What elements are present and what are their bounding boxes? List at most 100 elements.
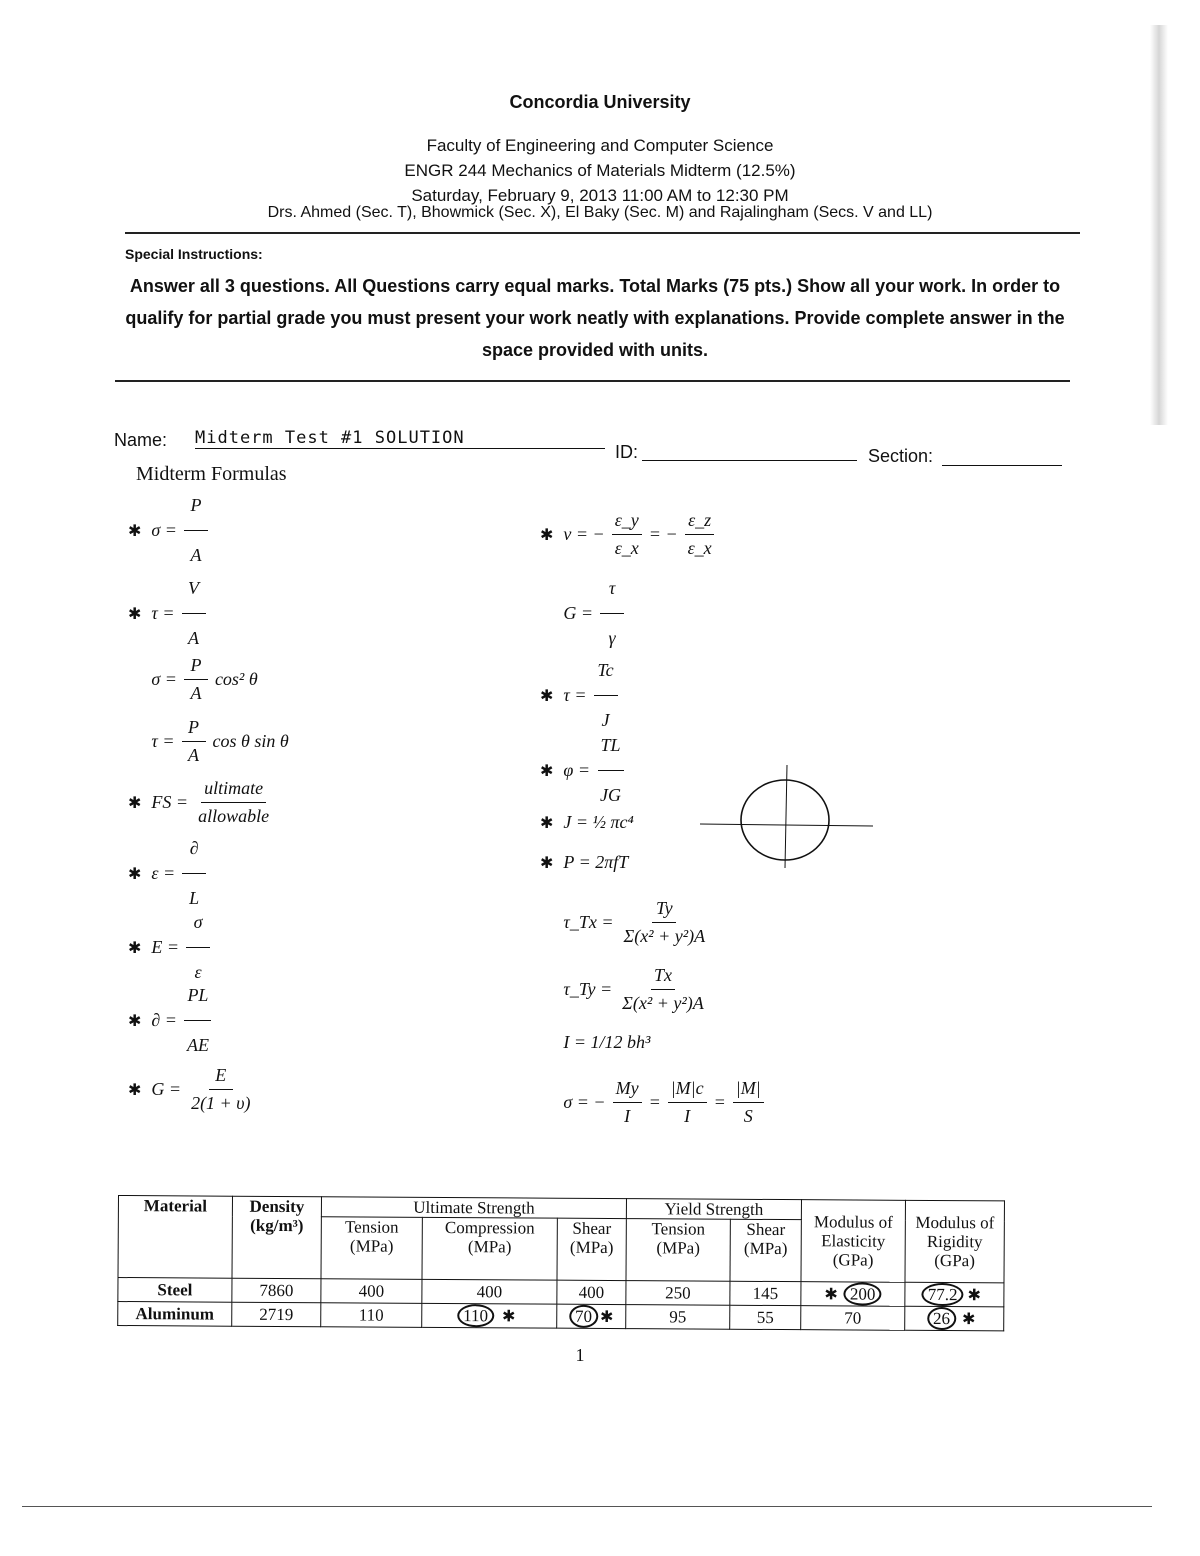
star-mark-icon: ✱ bbox=[128, 794, 142, 812]
numerator: ultimate bbox=[201, 778, 267, 803]
formula-fraction: PL AE bbox=[184, 985, 212, 1056]
denominator: A bbox=[188, 628, 199, 648]
circled-value: 70 bbox=[568, 1304, 599, 1328]
header-ult-shear: Shear (MPa) bbox=[556, 1218, 627, 1281]
cell-density: 2719 bbox=[231, 1302, 321, 1327]
header-material: Material bbox=[117, 1195, 233, 1279]
formula: ✱τ_Ty =TxΣ(x² + y²)A bbox=[540, 965, 710, 1014]
numerator: ε_z bbox=[685, 510, 715, 535]
formula-term: cos θ sin θ bbox=[212, 731, 289, 751]
cell-density: 7860 bbox=[231, 1278, 321, 1303]
university-title: Concordia University bbox=[509, 92, 691, 112]
cell-rigidity: 77.2 ✱ bbox=[904, 1282, 1004, 1307]
numerator: σ bbox=[186, 912, 211, 948]
formula-term: E = bbox=[151, 937, 180, 957]
numerator: Tc bbox=[593, 660, 618, 696]
formula-term: τ_Ty = bbox=[563, 979, 613, 999]
star-mark-icon: ✱ bbox=[128, 605, 142, 623]
cell-yield-tension: 95 bbox=[625, 1304, 730, 1330]
denominator: L bbox=[189, 888, 200, 908]
numerator: PL bbox=[184, 985, 212, 1021]
faculty-line: Faculty of Engineering and Computer Scie… bbox=[426, 136, 774, 155]
formulas-title: Midterm Formulas bbox=[136, 463, 287, 485]
denominator: 2(1 + υ) bbox=[191, 1093, 251, 1113]
numerator: P bbox=[181, 717, 206, 742]
denominator: I bbox=[624, 1106, 631, 1126]
cell-material: Steel bbox=[117, 1277, 232, 1303]
circle-cross-section-sketch bbox=[699, 764, 874, 869]
id-label: ID: bbox=[615, 442, 639, 462]
section-field[interactable] bbox=[942, 465, 1062, 466]
formula: ✱ τ = Tc J bbox=[540, 660, 621, 731]
page-bottom-edge bbox=[22, 1506, 1152, 1507]
denominator: A bbox=[190, 683, 202, 703]
formula: ✱ J = ½ πc⁴ bbox=[540, 812, 634, 833]
star-mark-icon: ✱ bbox=[540, 762, 554, 780]
numerator: Ty bbox=[652, 898, 677, 923]
cell-ult-compression: 110 ✱ bbox=[421, 1303, 557, 1329]
formula-fraction: E 2(1 + υ) bbox=[188, 1065, 253, 1114]
formula-term: ε = bbox=[151, 863, 176, 883]
date-line: Saturday, February 9, 2013 11:00 AM to 1… bbox=[411, 186, 789, 205]
formula-term: = bbox=[713, 1092, 726, 1112]
formula-fraction: My I bbox=[612, 1078, 642, 1127]
star-mark-icon: ✱ bbox=[540, 814, 554, 832]
formula: ✱ ∂ = PL AE bbox=[128, 985, 215, 1056]
circled-value: 110 bbox=[457, 1304, 495, 1328]
formula-term: σ = bbox=[151, 520, 177, 540]
star-mark-icon: ✱ bbox=[540, 854, 554, 872]
formula-fraction: ε_y ε_x bbox=[611, 510, 642, 559]
instructions-divider bbox=[115, 380, 1070, 382]
formula-term: P = 2πfT bbox=[563, 852, 629, 872]
header-yield-shear: Shear (MPa) bbox=[729, 1219, 802, 1282]
formula: ✱ FS = ultimate allowable bbox=[128, 778, 275, 827]
header-ultimate-strength: Ultimate Strength bbox=[321, 1196, 627, 1219]
cell-ult-tension: 400 bbox=[320, 1278, 422, 1304]
formula: ✱σ = −MyI=|M|cI=|M|S bbox=[540, 1078, 767, 1127]
name-label: Name: bbox=[114, 430, 168, 450]
page-number: 1 bbox=[575, 1345, 585, 1365]
formula-term: σ = bbox=[151, 669, 177, 689]
instructions-label: Special Instructions: bbox=[125, 246, 263, 262]
denominator: ε_x bbox=[614, 538, 639, 558]
header-divider bbox=[125, 232, 1080, 234]
denominator: A bbox=[188, 745, 199, 765]
formula-term: = − bbox=[648, 524, 678, 544]
formula-term: ∂ = bbox=[151, 1010, 177, 1030]
denominator: J bbox=[601, 710, 610, 730]
formula-term: τ = bbox=[151, 603, 175, 623]
formula-fraction: ∂ L bbox=[182, 838, 207, 909]
denominator: I bbox=[684, 1106, 691, 1126]
formula: ✱τ_Tx =TyΣ(x² + y²)A bbox=[540, 898, 711, 947]
cell-rigidity: 26 ✱ bbox=[904, 1306, 1004, 1331]
formula-term: I = 1/12 bh³ bbox=[563, 1032, 651, 1052]
cell-ult-shear: 400 bbox=[556, 1280, 626, 1305]
formula: ✱ ε = ∂ L bbox=[128, 838, 209, 909]
numerator: My bbox=[612, 1078, 642, 1103]
formula-fraction: |M| S bbox=[732, 1078, 764, 1127]
denominator: γ bbox=[608, 628, 616, 648]
formula-term: G = bbox=[151, 1079, 182, 1099]
table-row-aluminum: Aluminum 2719 110 110 ✱ 70 ✱ 95 55 70 26 ✱ bbox=[117, 1301, 1004, 1331]
formula-term: τ = bbox=[151, 731, 175, 751]
formula: ✱ ν = − ε_y ε_x = − ε_z ε_x bbox=[540, 510, 718, 559]
numerator: τ bbox=[600, 578, 625, 614]
star-mark-icon: ✱ bbox=[961, 1311, 976, 1329]
cell-ult-shear: 70 ✱ bbox=[556, 1304, 626, 1329]
denominator: Σ(x² + y²)A bbox=[623, 926, 706, 946]
formula-fraction: Ty Σ(x² + y²)A bbox=[621, 898, 709, 947]
formula-fraction: TL JG bbox=[597, 735, 624, 806]
denominator: AE bbox=[186, 1035, 209, 1055]
circled-value: 77.2 bbox=[921, 1282, 964, 1307]
formula-fraction: ε_z ε_x bbox=[685, 510, 715, 559]
cell-elasticity: 70 bbox=[800, 1305, 905, 1331]
id-field[interactable] bbox=[642, 460, 857, 461]
star-mark-icon: ✱ bbox=[128, 522, 142, 540]
name-field[interactable]: Midterm Test #1 SOLUTION bbox=[195, 428, 605, 449]
star-mark-icon: ✱ bbox=[824, 1286, 838, 1304]
star-mark-icon: ✱ bbox=[128, 865, 142, 883]
denominator: allowable bbox=[198, 806, 270, 826]
